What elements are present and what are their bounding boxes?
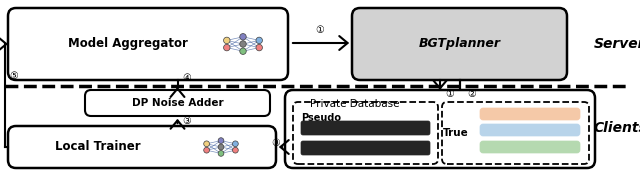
- Text: Model Aggregator: Model Aggregator: [68, 38, 188, 51]
- Text: ①: ①: [316, 25, 324, 35]
- Circle shape: [232, 147, 238, 153]
- Text: Private Database: Private Database: [310, 99, 400, 109]
- Text: DP Noise Adder: DP Noise Adder: [132, 98, 223, 108]
- Text: ③: ③: [271, 138, 280, 148]
- FancyBboxPatch shape: [480, 141, 580, 153]
- FancyBboxPatch shape: [8, 8, 288, 80]
- Circle shape: [204, 141, 209, 147]
- Circle shape: [232, 141, 238, 147]
- Circle shape: [204, 147, 209, 153]
- Circle shape: [256, 37, 262, 44]
- Text: ③: ③: [182, 116, 191, 126]
- Text: Pseudo: Pseudo: [301, 113, 341, 123]
- FancyBboxPatch shape: [442, 102, 589, 164]
- Circle shape: [218, 144, 224, 150]
- Text: ④: ④: [182, 73, 191, 83]
- FancyBboxPatch shape: [293, 102, 438, 164]
- FancyBboxPatch shape: [8, 126, 276, 168]
- FancyBboxPatch shape: [301, 121, 430, 135]
- FancyBboxPatch shape: [352, 8, 567, 80]
- Circle shape: [223, 44, 230, 51]
- Text: Server: Server: [595, 37, 640, 51]
- FancyBboxPatch shape: [85, 90, 270, 116]
- FancyBboxPatch shape: [285, 90, 595, 168]
- Text: BGTplanner: BGTplanner: [419, 38, 500, 51]
- FancyBboxPatch shape: [480, 108, 580, 120]
- Circle shape: [223, 37, 230, 44]
- Circle shape: [218, 138, 224, 143]
- Text: ①: ①: [445, 89, 454, 99]
- Text: Local Trainer: Local Trainer: [55, 140, 141, 153]
- FancyBboxPatch shape: [301, 141, 430, 155]
- Text: True: True: [443, 128, 469, 138]
- Circle shape: [240, 48, 246, 54]
- Text: ⑤: ⑤: [9, 71, 18, 81]
- FancyBboxPatch shape: [480, 124, 580, 136]
- Circle shape: [240, 41, 246, 47]
- Text: ②: ②: [467, 89, 476, 99]
- Circle shape: [240, 34, 246, 40]
- Circle shape: [256, 44, 262, 51]
- Circle shape: [218, 151, 224, 156]
- Text: Clients: Clients: [593, 121, 640, 135]
